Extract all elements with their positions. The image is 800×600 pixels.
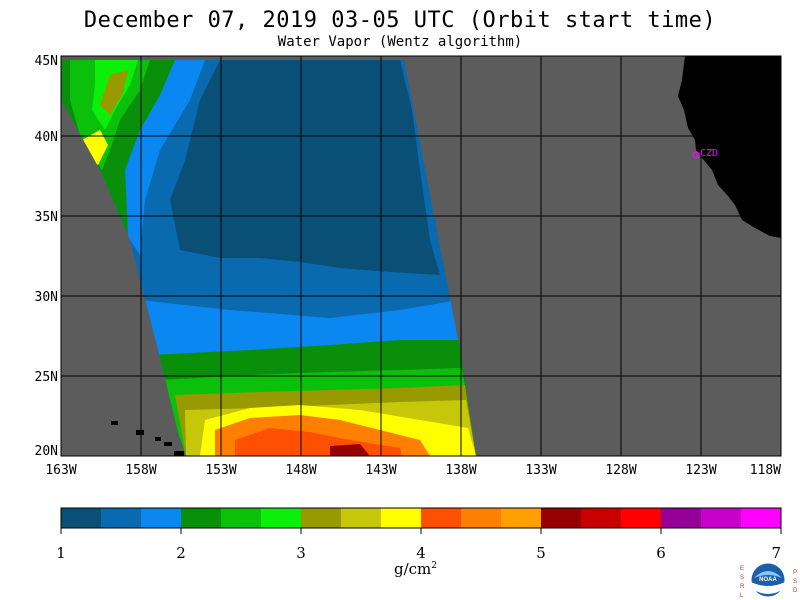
logo-letter-l: L (740, 593, 744, 599)
noaa-logo: NOAA E S R L P S D (740, 562, 798, 599)
lon-label-163w: 163W (45, 463, 76, 478)
station-label: CZD (700, 148, 718, 159)
map-title: December 07, 2019 03-05 UTC (Orbit start… (83, 8, 717, 33)
logo-letter-r: R (740, 584, 745, 590)
colorbar-units: g/cm2 (394, 560, 437, 578)
lon-label-153w: 153W (205, 463, 236, 478)
logo-letter-s2: S (793, 579, 797, 585)
logo-letter-e: E (740, 566, 744, 572)
logo-letter-p: P (793, 570, 797, 576)
lon-label-148w: 148W (285, 463, 316, 478)
california-land (678, 56, 781, 238)
lon-label-128w: 128W (605, 463, 636, 478)
lat-label-45n: 45N (35, 54, 58, 69)
lat-label-30n: 30N (35, 290, 58, 305)
lat-label-35n: 35N (35, 210, 58, 225)
lat-lon-grid (61, 56, 781, 456)
logo-noaa-text: NOAA (759, 577, 777, 583)
station-marker (692, 151, 700, 159)
logo-letter-d: D (793, 588, 798, 594)
units-superscript: 2 (431, 561, 438, 571)
lon-label-158w: 158W (125, 463, 156, 478)
lon-label-143w: 143W (365, 463, 396, 478)
lat-label-25n: 25N (35, 370, 58, 385)
lat-label-40n: 40N (35, 130, 58, 145)
lon-label-118w: 118W (750, 463, 781, 478)
lat-label-20n: 20N (35, 444, 58, 459)
lon-label-123w: 123W (685, 463, 716, 478)
hawaii-islands (111, 421, 184, 456)
lon-label-133w: 133W (525, 463, 556, 478)
lon-label-138w: 138W (445, 463, 476, 478)
logo-letter-s: S (740, 575, 744, 581)
map-frame (60, 55, 782, 457)
map-subtitle: Water Vapor (Wentz algorithm) (277, 34, 523, 50)
units-text: g/cm (394, 560, 432, 578)
